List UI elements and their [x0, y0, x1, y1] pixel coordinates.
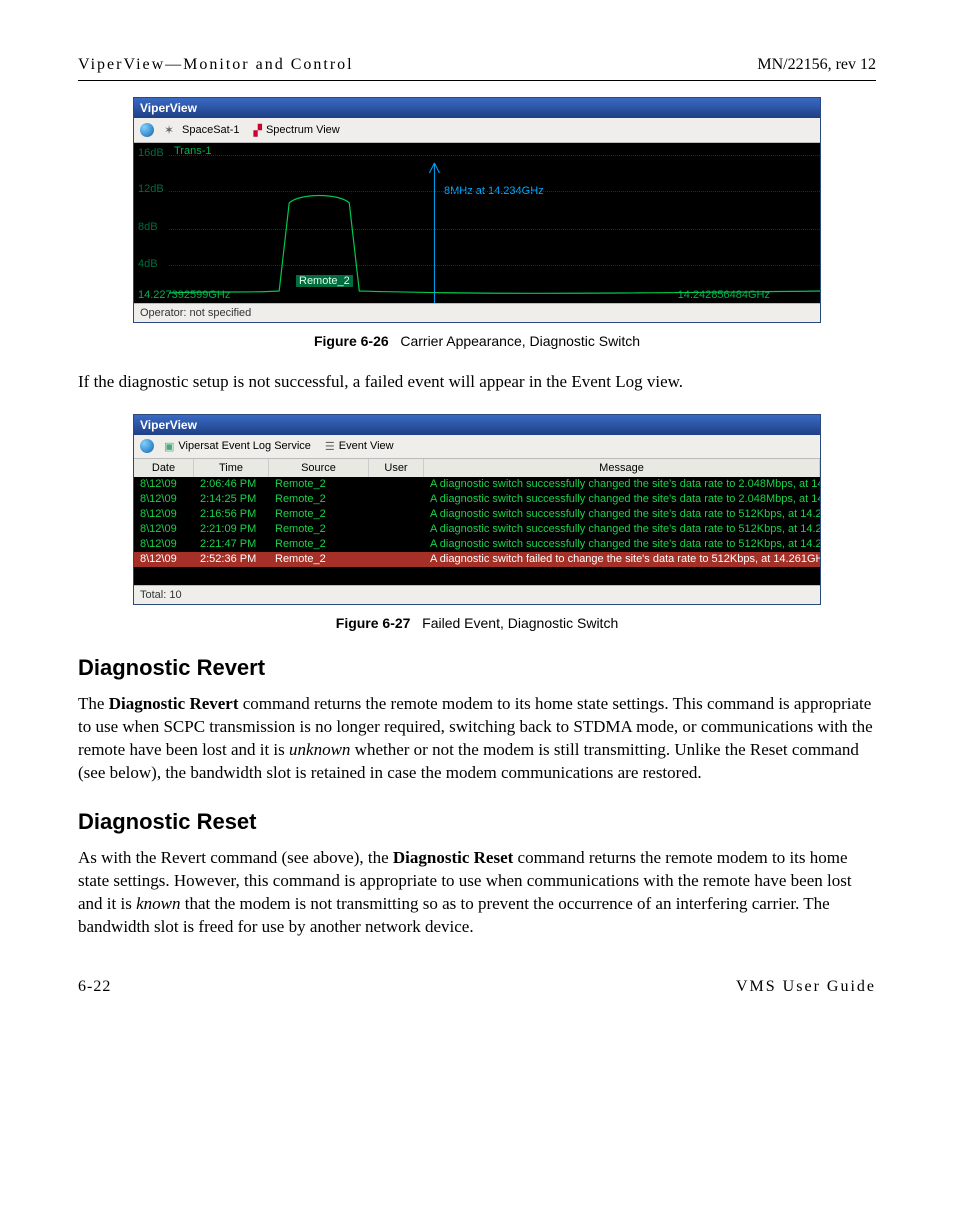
para-diagnostic-revert: The Diagnostic Revert command returns th… — [78, 693, 876, 785]
header-left: ViperView—Monitor and Control — [78, 56, 354, 74]
table-row[interactable]: 8\12\092:21:09 PMRemote_2A diagnostic sw… — [134, 522, 820, 537]
spectrum-status: Operator: not specified — [134, 303, 820, 322]
event-view-label: Event View — [339, 440, 394, 452]
table-row[interactable]: 8\12\092:21:47 PMRemote_2A diagnostic sw… — [134, 537, 820, 552]
figure-6-26-caption: Figure 6-26 Carrier Appearance, Diagnost… — [78, 333, 876, 349]
globe-icon[interactable] — [140, 439, 154, 453]
col-source[interactable]: Source — [269, 459, 369, 477]
event-blank-area — [134, 567, 820, 585]
eventlog-window: ViperView ▣ Vipersat Event Log Service ☰… — [133, 414, 821, 605]
table-row[interactable]: 8\12\092:16:56 PMRemote_2A diagnostic sw… — [134, 507, 820, 522]
col-user[interactable]: User — [369, 459, 424, 477]
header-rule — [78, 80, 876, 81]
footer-left: 6-22 — [78, 978, 111, 996]
window-titlebar: ViperView — [134, 98, 820, 118]
fig627-label: Figure 6-27 — [336, 615, 411, 631]
figure-6-27-caption: Figure 6-27 Failed Event, Diagnostic Swi… — [78, 615, 876, 631]
ylabel-12: 12dB — [138, 183, 164, 195]
event-rows-container: 8\12\092:06:46 PMRemote_2A diagnostic sw… — [134, 477, 820, 567]
eventlog-status: Total: 10 — [134, 585, 820, 604]
page-footer: 6-22 VMS User Guide — [78, 978, 876, 996]
col-date[interactable]: Date — [134, 459, 194, 477]
spectrum-view-item[interactable]: ▞ Spectrum View — [249, 123, 343, 138]
heading-diagnostic-reset: Diagnostic Reset — [78, 809, 876, 835]
spacesat-label: SpaceSat-1 — [182, 124, 239, 136]
header-right: MN/22156, rev 12 — [757, 56, 876, 74]
table-row[interactable]: 8\12\092:52:36 PMRemote_2A diagnostic sw… — [134, 552, 820, 567]
fig626-label: Figure 6-26 — [314, 333, 389, 349]
spacesat-item[interactable]: ✶ SpaceSat-1 — [160, 122, 243, 138]
spectrum-view-label: Spectrum View — [266, 124, 340, 136]
eventlog-toolbar: ▣ Vipersat Event Log Service ☰ Event Vie… — [134, 435, 820, 459]
event-grid: Date Time Source User Message 8\12\092:0… — [134, 459, 820, 585]
col-time[interactable]: Time — [194, 459, 269, 477]
spectrum-trace — [169, 143, 820, 303]
para-diagnostic-reset: As with the Revert command (see above), … — [78, 847, 876, 939]
col-message[interactable]: Message — [424, 459, 820, 477]
table-row[interactable]: 8\12\092:14:25 PMRemote_2A diagnostic sw… — [134, 492, 820, 507]
table-row[interactable]: 8\12\092:06:46 PMRemote_2A diagnostic sw… — [134, 477, 820, 492]
ylabel-4: 4dB — [138, 258, 158, 270]
event-view-item[interactable]: ☰ Event View — [321, 439, 398, 454]
ylabel-8: 8dB — [138, 221, 158, 233]
chart-icon: ▞ — [253, 124, 261, 137]
eventlog-titlebar: ViperView — [134, 415, 820, 435]
event-service-item[interactable]: ▣ Vipersat Event Log Service — [160, 439, 315, 454]
fig627-text: Failed Event, Diagnostic Switch — [422, 615, 618, 631]
event-header-row: Date Time Source User Message — [134, 459, 820, 477]
page-header: ViperView—Monitor and Control MN/22156, … — [78, 56, 876, 74]
heading-diagnostic-revert: Diagnostic Revert — [78, 655, 876, 681]
event-service-label: Vipersat Event Log Service — [178, 440, 310, 452]
para-failed-event: If the diagnostic setup is not successfu… — [78, 371, 876, 394]
globe-icon[interactable] — [140, 123, 154, 137]
spectrum-canvas[interactable]: 16dB 12dB 8dB 4dB Trans-1 8MHz at 14.234… — [134, 143, 820, 303]
ylabel-16: 16dB — [138, 147, 164, 159]
fig626-text: Carrier Appearance, Diagnostic Switch — [400, 333, 640, 349]
folder-icon: ▣ — [164, 440, 174, 453]
spectrum-window: ViperView ✶ SpaceSat-1 ▞ Spectrum View 1… — [133, 97, 821, 323]
satellite-icon: ✶ — [164, 123, 178, 137]
spectrum-toolbar: ✶ SpaceSat-1 ▞ Spectrum View — [134, 118, 820, 143]
footer-right: VMS User Guide — [736, 978, 876, 996]
list-icon: ☰ — [325, 440, 335, 453]
